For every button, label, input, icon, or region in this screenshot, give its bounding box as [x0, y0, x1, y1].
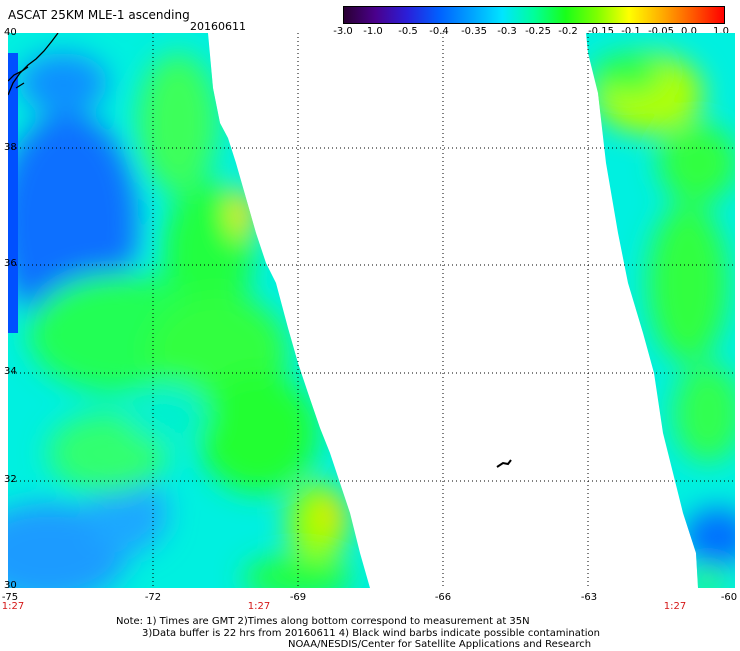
colorbar-tick: -0.4 [429, 26, 449, 37]
colorbar-labels: -3.0 -1.0 -0.5 -0.4 -0.35 -0.3 -0.25 -0.… [330, 26, 735, 38]
note-line-3: NOAA/NESDIS/Center for Satellite Applica… [288, 639, 592, 650]
colorbar-tick: -0.5 [398, 26, 418, 37]
lon-label-75: -75 [1, 592, 19, 603]
colorbar-tick: -3.0 [333, 26, 353, 37]
time-label: 1:27 [663, 601, 687, 612]
product-date: 20160611 [190, 20, 246, 33]
wind-map [8, 33, 735, 588]
colorbar [343, 6, 725, 24]
product-title: ASCAT 25KM MLE-1 ascending [8, 8, 190, 22]
lat-label-30: 30 [4, 580, 17, 591]
lon-label-63: -63 [580, 592, 598, 603]
lat-lon-grid [8, 33, 735, 588]
colorbar-tick: -0.15 [588, 26, 614, 37]
left-swath [8, 33, 370, 588]
colorbar-tick: 1.0 [713, 26, 729, 37]
lat-label-32: 32 [4, 474, 17, 485]
lat-label-38: 38 [4, 142, 17, 153]
note-line-1: Note: 1) Times are GMT 2)Times along bot… [116, 616, 530, 627]
colorbar-tick: -0.2 [558, 26, 578, 37]
lon-label-60: -60 [720, 592, 738, 603]
lat-label-34: 34 [4, 366, 17, 377]
time-label: 1:27 [247, 601, 271, 612]
colorbar-tick: -1.0 [363, 26, 383, 37]
colorbar-tick: 0.0 [681, 26, 697, 37]
colorbar-tick: -0.35 [461, 26, 487, 37]
wind-barb [496, 459, 512, 468]
lon-label-66: -66 [434, 592, 452, 603]
lat-label-36: 36 [4, 258, 17, 269]
note-line-2: 3)Data buffer is 22 hrs from 20160611 4)… [142, 628, 600, 639]
coastline [8, 33, 59, 96]
time-label: 1:27 [1, 601, 25, 612]
colorbar-tick: -0.1 [621, 26, 641, 37]
wind-map-svg [8, 33, 735, 588]
right-swath [586, 33, 735, 588]
lon-label-72: -72 [144, 592, 162, 603]
colorbar-tick: -0.3 [497, 26, 517, 37]
lon-label-69: -69 [289, 592, 307, 603]
lat-label-40: 40 [4, 27, 17, 38]
colorbar-tick: -0.05 [648, 26, 674, 37]
colorbar-tick: -0.25 [525, 26, 551, 37]
